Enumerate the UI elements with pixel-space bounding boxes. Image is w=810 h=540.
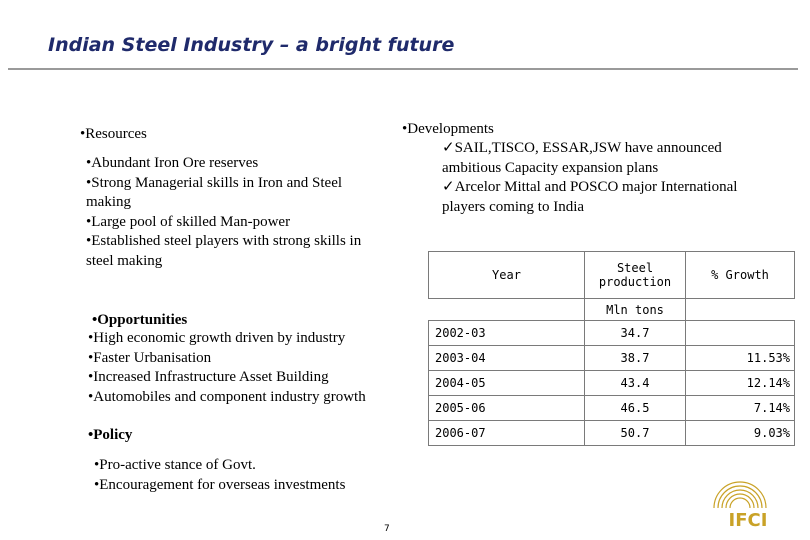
table-row: 2003-04 38.7 11.53% [428, 345, 795, 371]
table-row: 2002-03 34.7 [428, 320, 795, 346]
opportunities-heading: •Opportunities [92, 312, 188, 328]
header-growth: % Growth [685, 251, 795, 299]
developments-list: ✓SAIL,TISCO, ESSAR,JSW have announced am… [442, 139, 737, 217]
policy-heading: •Policy [88, 427, 133, 443]
list-item: •Faster Urbanisation [88, 349, 212, 366]
header-production: Steel production [584, 251, 686, 299]
table-row: 2006-07 50.7 9.03% [428, 420, 795, 446]
list-item: •Automobiles and component industry grow… [88, 388, 366, 405]
list-item: steel making [86, 252, 163, 269]
list-item: •Established steel players with strong s… [86, 233, 362, 249]
table-unit-row: Mln tons [429, 298, 795, 321]
list-item: •High economic growth driven by industry [88, 330, 346, 346]
ifci-logo: IFCI [713, 481, 768, 531]
policy-list: •Pro-active stance of Govt. •Encourageme… [94, 456, 345, 495]
page-title: Indian Steel Industry – a bright future [48, 34, 455, 56]
title-divider [8, 68, 798, 70]
list-item: making [86, 194, 131, 210]
list-item: •Encouragement for overseas investments [94, 476, 346, 493]
steel-production-table: Year Steel production % Growth Mln tons 2… [428, 251, 795, 446]
list-item: •Pro-active stance of Govt. [94, 457, 256, 473]
unit-label: Mln tons [584, 298, 686, 321]
list-item: •Large pool of skilled Man-power [86, 213, 291, 230]
list-item: ✓Arcelor Mittal and POSCO major Internat… [442, 179, 738, 195]
resources-list: •Abundant Iron Ore reserves •Strong Mana… [86, 154, 361, 271]
header-year: Year [428, 251, 585, 299]
page-number: 7 [384, 524, 390, 534]
logo-text: IFCI [729, 510, 768, 531]
resources-heading: •Resources [80, 126, 147, 142]
list-item: ambitious Capacity expansion plans [442, 159, 659, 176]
table-header-row: Year Steel production % Growth [428, 251, 795, 299]
list-item: •Increased Infrastructure Asset Building [88, 369, 329, 385]
table-row: 2005-06 46.5 7.14% [428, 395, 795, 421]
opportunities-list: •High economic growth driven by industry… [88, 329, 366, 407]
list-item: •Strong Managerial skills in Iron and St… [86, 174, 343, 191]
table-row: 2004-05 43.4 12.14% [428, 370, 795, 396]
list-item: ✓SAIL,TISCO, ESSAR,JSW have announced [442, 140, 722, 156]
list-item: •Abundant Iron Ore reserves [86, 155, 259, 171]
list-item: players coming to India [442, 198, 585, 215]
developments-heading: •Developments [402, 121, 494, 137]
